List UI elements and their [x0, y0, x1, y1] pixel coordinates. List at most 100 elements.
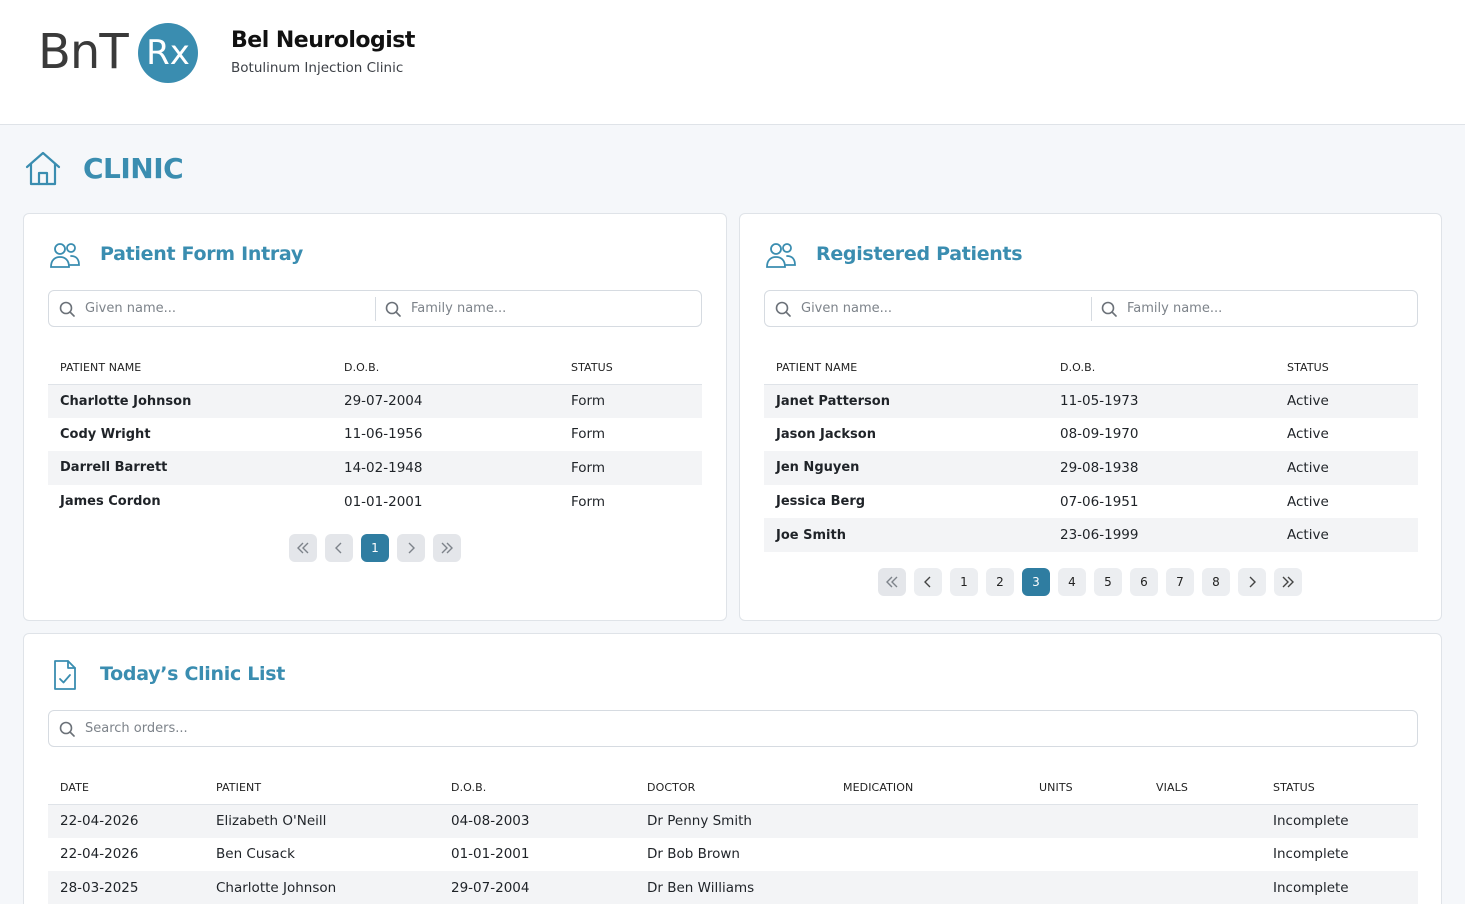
cell-patient-name: Cody Wright — [60, 426, 151, 442]
logo-badge-text: Rx — [146, 33, 190, 73]
cell-dob: 29-07-2004 — [439, 871, 635, 904]
cell-patient: Charlotte Johnson — [204, 871, 439, 904]
clinic-list-card: Today’s Clinic List DATE PATIENT D.O.B. … — [23, 633, 1442, 904]
col-header-status[interactable]: STATUS — [1261, 771, 1418, 805]
chevrons-right-icon — [1282, 576, 1294, 588]
intray-given-name-input[interactable] — [85, 297, 365, 320]
cell-doctor: Dr Bob Brown — [647, 846, 740, 863]
cell-doctor: Dr Penny Smith — [635, 804, 831, 838]
clinic-search-bar — [48, 710, 1418, 747]
table-row[interactable]: Jason Jackson 08-09-1970 Active — [764, 418, 1418, 452]
chevrons-left-icon — [886, 576, 898, 588]
users-icon — [766, 243, 796, 268]
cell-dob: 29-08-1938 — [1048, 451, 1275, 485]
last-page-button[interactable] — [433, 534, 461, 562]
cell-patient-name: Charlotte Johnson — [48, 384, 332, 418]
cell-patient-name: Jason Jackson — [776, 426, 876, 442]
table-row[interactable]: Charlotte Johnson 29-07-2004 Form — [48, 384, 702, 418]
page-button-7[interactable]: 7 — [1166, 568, 1194, 596]
table-row[interactable]: 28-03-2025 Charlotte Johnson 29-07-2004 … — [48, 871, 1418, 904]
table-row[interactable]: Janet Patterson 11-05-1973 Active — [764, 384, 1418, 418]
col-header-dob[interactable]: D.O.B. — [332, 351, 559, 385]
cell-patient-name: Joe Smith — [764, 518, 1048, 552]
search-icon — [59, 301, 75, 317]
cell-status: Incomplete — [1273, 846, 1349, 863]
page-button-4[interactable]: 4 — [1058, 568, 1086, 596]
next-page-button[interactable] — [1238, 568, 1266, 596]
col-header-medication[interactable]: MEDICATION — [831, 771, 1027, 805]
next-page-button[interactable] — [397, 534, 425, 562]
table-row[interactable]: Darrell Barrett 14-02-1948 Form — [48, 451, 702, 485]
chevron-right-icon — [1249, 576, 1256, 588]
cell-status: Active — [1275, 451, 1418, 485]
chevron-left-icon — [335, 542, 342, 554]
cell-medication — [831, 838, 1027, 872]
intray-search-bar — [48, 290, 702, 327]
clinic-list-title: Today’s Clinic List — [100, 663, 286, 685]
table-row[interactable]: Jessica Berg 07-06-1951 Active — [764, 485, 1418, 519]
intray-family-name-input[interactable] — [411, 297, 691, 320]
cell-status: Incomplete — [1261, 804, 1418, 838]
cell-vials — [1144, 804, 1261, 838]
cell-medication — [831, 804, 1027, 838]
cell-dob: 01-01-2001 — [344, 493, 423, 510]
chevron-right-icon — [408, 542, 415, 554]
prev-page-button[interactable] — [325, 534, 353, 562]
registered-given-name-input[interactable] — [801, 297, 1081, 320]
cell-status: Incomplete — [1261, 871, 1418, 904]
cell-patient-name: Darrell Barrett — [48, 451, 332, 485]
cell-units — [1027, 838, 1144, 872]
table-row[interactable]: Jen Nguyen 29-08-1938 Active — [764, 451, 1418, 485]
orders-search — [49, 711, 1417, 746]
page-button-2[interactable]: 2 — [986, 568, 1014, 596]
registered-family-name-input[interactable] — [1127, 297, 1407, 320]
table-row[interactable]: Cody Wright 11-06-1956 Form — [48, 418, 702, 452]
table-row[interactable]: Joe Smith 23-06-1999 Active — [764, 518, 1418, 552]
cell-patient-name: James Cordon — [60, 494, 161, 510]
orders-search-input[interactable] — [85, 717, 1385, 740]
page-button-1[interactable]: 1 — [361, 534, 389, 562]
col-header-patient-name[interactable]: PATIENT NAME — [764, 351, 1048, 385]
table-row[interactable]: James Cordon 01-01-2001 Form — [48, 485, 702, 519]
col-header-patient[interactable]: PATIENT — [204, 771, 439, 805]
col-header-patient-name[interactable]: PATIENT NAME — [48, 351, 332, 385]
search-icon — [59, 721, 75, 737]
col-header-units[interactable]: UNITS — [1027, 771, 1144, 805]
col-header-date[interactable]: DATE — [48, 771, 204, 805]
col-header-vials[interactable]: VIALS — [1144, 771, 1261, 805]
intray-table: PATIENT NAME D.O.B. STATUS Charlotte Joh… — [48, 351, 702, 518]
page-button-6[interactable]: 6 — [1130, 568, 1158, 596]
intray-title: Patient Form Intray — [100, 243, 303, 265]
registered-given-search — [765, 291, 1091, 326]
last-page-button[interactable] — [1274, 568, 1302, 596]
cell-doctor: Dr Ben Williams — [635, 871, 831, 904]
col-header-dob[interactable]: D.O.B. — [1048, 351, 1275, 385]
cell-patient-name: Jessica Berg — [776, 494, 866, 510]
page-button-1[interactable]: 1 — [950, 568, 978, 596]
col-header-doctor[interactable]: DOCTOR — [635, 771, 831, 805]
cell-dob: 29-07-2004 — [332, 384, 559, 418]
document-check-icon — [54, 660, 76, 690]
page-title: CLINIC — [83, 152, 184, 185]
table-row[interactable]: 22-04-2026 Elizabeth O'Neill 04-08-2003 … — [48, 804, 1418, 838]
brand-logo[interactable]: BnT Rx — [38, 22, 200, 84]
col-header-status[interactable]: STATUS — [1275, 351, 1418, 385]
intray-pagination: 1 — [289, 534, 461, 562]
page-button-3[interactable]: 3 — [1022, 568, 1050, 596]
first-page-button[interactable] — [289, 534, 317, 562]
first-page-button[interactable] — [878, 568, 906, 596]
users-icon — [50, 243, 80, 268]
cell-status: Form — [571, 493, 606, 510]
search-icon — [1101, 301, 1117, 317]
cell-dob: 23-06-1999 — [1048, 518, 1275, 552]
cell-dob: 14-02-1948 — [332, 451, 559, 485]
table-row[interactable]: 22-04-2026 Ben Cusack 01-01-2001 Dr Bob … — [48, 838, 1418, 872]
registered-patients-card: Registered Patients PATIENT NAME D.O.B. … — [739, 213, 1442, 621]
page-button-5[interactable]: 5 — [1094, 568, 1122, 596]
cell-dob: 11-05-1973 — [1048, 384, 1275, 418]
prev-page-button[interactable] — [914, 568, 942, 596]
cell-vials — [1144, 838, 1261, 872]
col-header-dob[interactable]: D.O.B. — [439, 771, 635, 805]
page-button-8[interactable]: 8 — [1202, 568, 1230, 596]
col-header-status[interactable]: STATUS — [559, 351, 702, 385]
